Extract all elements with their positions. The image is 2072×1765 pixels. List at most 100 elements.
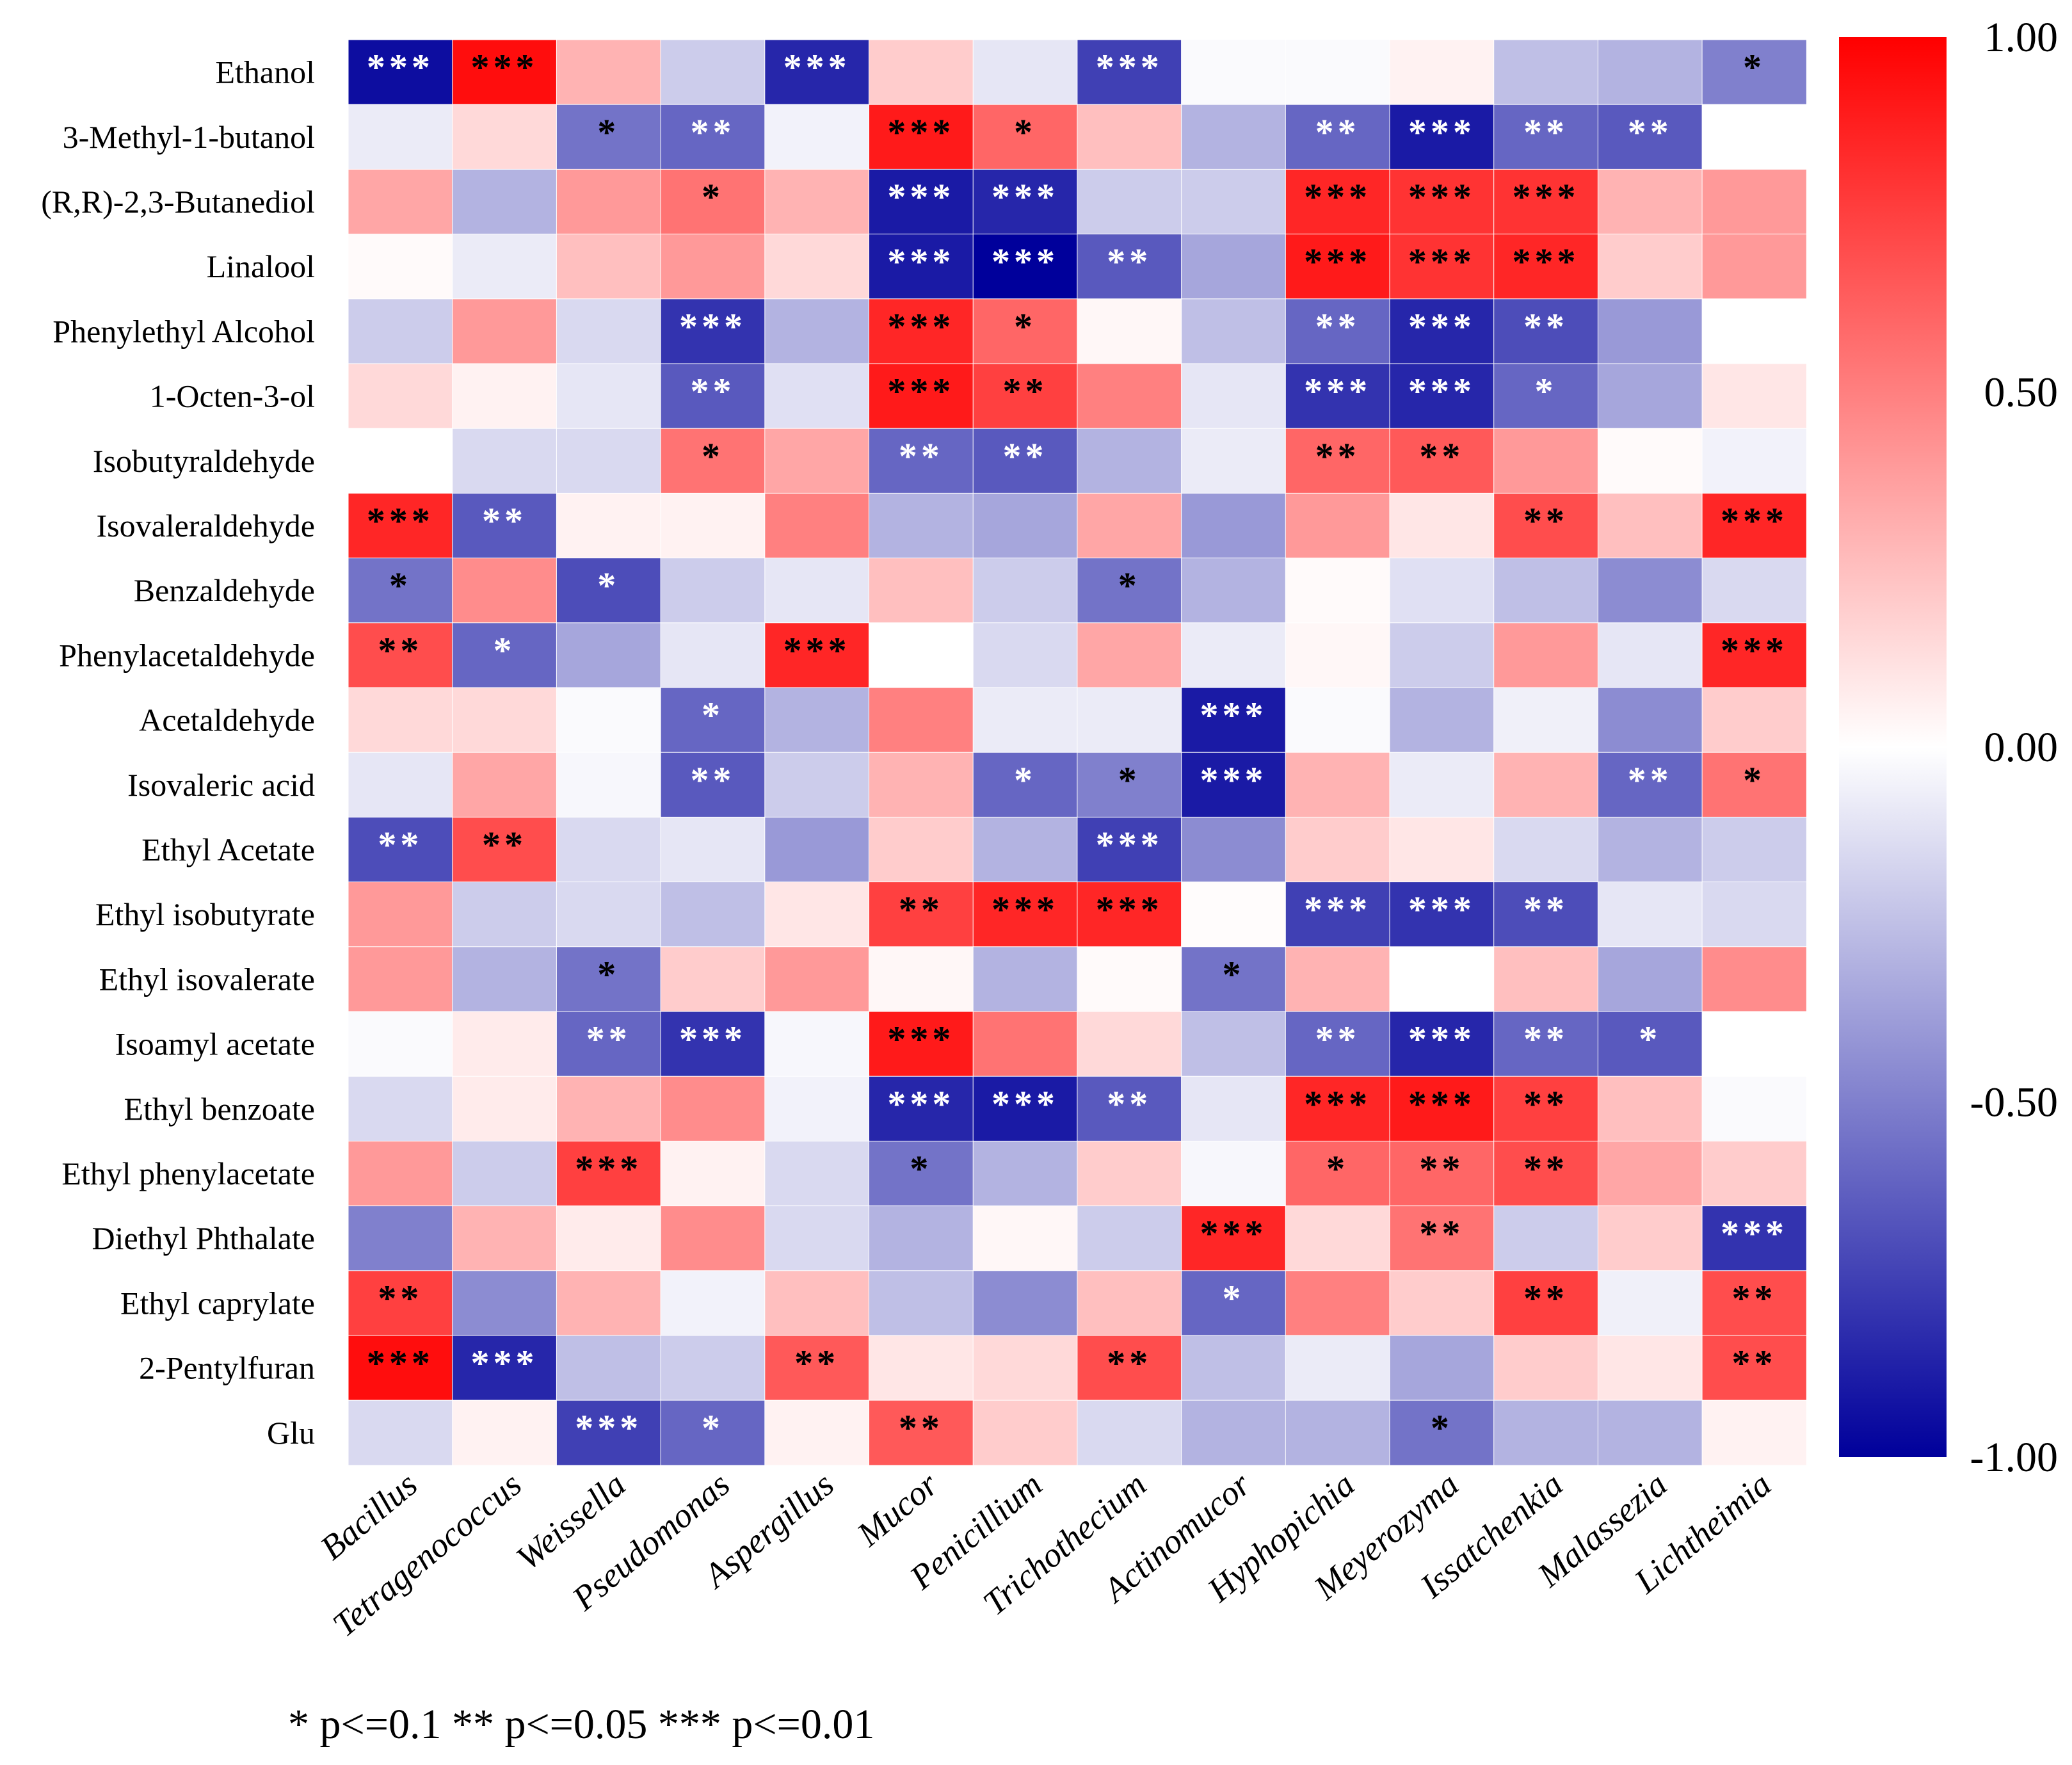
heatmap-cell [1389,39,1495,106]
significance-marker: * [702,435,724,477]
heatmap-cell [1181,1270,1287,1337]
significance-marker: *** [992,889,1059,930]
heatmap-cell [1077,168,1182,235]
heatmap-cell [556,1335,662,1401]
heatmap-cell [1285,104,1391,170]
heatmap-cell [869,816,974,883]
heatmap-cell [972,882,1078,947]
heatmap-cell [764,558,870,624]
significance-marker: *** [575,1148,642,1189]
heatmap-cell [1389,946,1495,1013]
heatmap-cell [1701,1335,1807,1401]
heatmap-cell [1285,39,1391,106]
significance-marker: *** [887,1083,954,1125]
heatmap-cell [1701,1140,1807,1207]
heatmap-cell [348,1270,453,1337]
heatmap-cell [1597,234,1703,300]
heatmap-cell [1077,816,1182,883]
significance-marker: *** [367,500,434,542]
row-label: Ethyl caprylate [120,1285,315,1321]
heatmap-cell [1493,946,1599,1013]
significance-marker: ** [1107,241,1152,282]
significance-marker: *** [1304,889,1371,930]
heatmap-cell [1389,1140,1495,1207]
heatmap-cell [764,1335,870,1401]
significance-marker: ** [1003,371,1048,412]
significance-marker: *** [367,47,434,88]
heatmap-cell [1493,39,1599,106]
heatmap-cell [1389,168,1495,235]
significance-marker: *** [1513,176,1580,218]
heatmap-cell [1285,687,1391,754]
heatmap-cell [556,298,662,365]
heatmap-cell [1389,428,1495,494]
heatmap-cell [1597,946,1703,1013]
significance-marker: *** [1408,111,1475,153]
heatmap-cell [1285,882,1391,947]
heatmap-cell [556,558,662,624]
heatmap-cell [660,234,766,300]
heatmap-cell [452,1270,558,1337]
significance-marker: * [597,953,620,995]
heatmap-cell [660,1140,766,1207]
significance-marker: * [1743,759,1765,801]
heatmap-cell [1597,816,1703,883]
heatmap-cell [1701,234,1807,300]
significance-marker: *** [1408,1019,1475,1060]
heatmap-cell [556,816,662,883]
row-label: Isobutyraldehyde [93,443,315,479]
significance-marker: * [1118,759,1141,801]
heatmap-cell [660,492,766,559]
significance-marker: ** [378,824,422,866]
heatmap-cell [764,298,870,365]
heatmap-cell [1389,1076,1495,1142]
heatmap-cell [1389,1205,1495,1271]
heatmap-cell [1285,1011,1391,1077]
column-label: Tetragenococcus [325,1465,528,1644]
heatmap-cell [556,234,662,300]
heatmap-cell [348,492,453,559]
significance-marker: *** [783,629,851,671]
significance-marker: ** [899,1407,944,1449]
heatmap-cell [869,1270,974,1337]
significance-marker: *** [1200,1213,1267,1254]
heatmap-cell [348,428,453,494]
significance-marker: *** [1721,1213,1788,1254]
heatmap-cell [1181,1399,1287,1466]
significance-marker: *** [471,47,538,88]
heatmap-cell [972,428,1078,494]
heatmap-cell [348,558,453,624]
significance-marker: ** [1419,1148,1464,1189]
heatmap-cell [1285,1140,1391,1207]
heatmap-cell [1181,816,1287,883]
heatmap-cell [869,622,974,689]
heatmap-cell [1597,1205,1703,1271]
heatmap-cell [1389,1335,1495,1401]
heatmap-cell [556,882,662,947]
heatmap-cell [1389,363,1495,430]
heatmap-cell [452,1076,558,1142]
heatmap-cell [972,752,1078,818]
heatmap-cell [1181,363,1287,430]
heatmap-cell [972,298,1078,365]
heatmap-cell [1389,752,1495,818]
heatmap-cell [1701,428,1807,494]
significance-marker: *** [367,1342,434,1384]
heatmap-cell [348,104,453,170]
heatmap-cell [869,168,974,235]
significance-marker: ** [1523,111,1568,153]
colorbar-tick-label: 0.50 [1984,369,2059,416]
heatmap-cell [972,1205,1078,1271]
heatmap-cell [556,1076,662,1142]
heatmap-cell [1701,1076,1807,1142]
colorbar-tick-label: -0.50 [1970,1079,2058,1126]
heatmap-cell [660,816,766,883]
heatmap-cell [1389,1270,1495,1337]
significance-marker: * [910,1148,932,1189]
heatmap-cell [869,298,974,365]
heatmap-cell [1077,363,1182,430]
heatmap-cell [1077,104,1182,170]
significance-marker: *** [1721,500,1788,542]
heatmap-cell [1701,622,1807,689]
significance-marker: *** [1513,241,1580,282]
